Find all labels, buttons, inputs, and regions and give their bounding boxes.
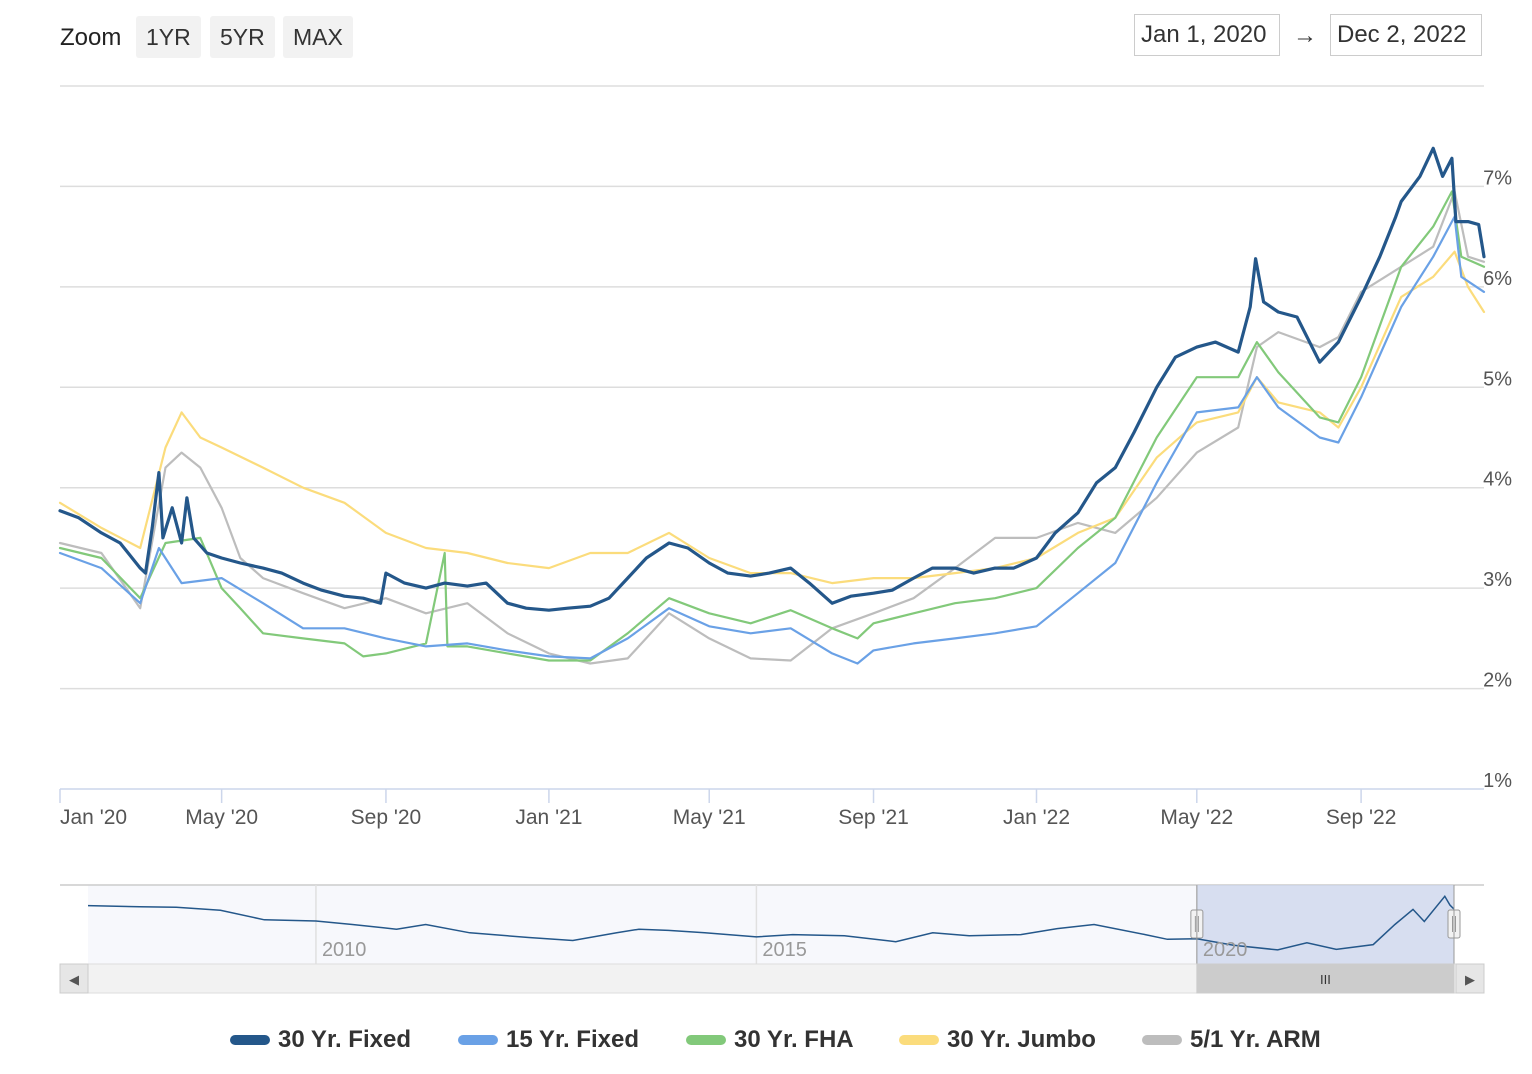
scrollbar-grip[interactable]: III bbox=[1320, 972, 1331, 987]
legend: 30 Yr. Fixed 15 Yr. Fixed 30 Yr. FHA 30 … bbox=[0, 1020, 1532, 1060]
zoom-1yr-button[interactable]: 1YR bbox=[136, 16, 201, 58]
scrollbar-left-button[interactable] bbox=[59, 963, 89, 994]
legend-swatch-15yr-fixed bbox=[458, 1035, 498, 1045]
x-axis-ticks: Jan '20 May '20 Sep '20 Jan '21 May '21 Sep '… bbox=[59, 789, 1397, 829]
zoom-max-button[interactable]: MAX bbox=[283, 16, 353, 58]
navigator-background bbox=[88, 885, 1454, 964]
x-tick-label: Jan '20 bbox=[60, 806, 127, 829]
y-axis-labels: 1% 2% 3% 4% 5% 6% 7% bbox=[1483, 167, 1512, 792]
legend-item-30yr-jumbo[interactable]: 30 Yr. Jumbo bbox=[899, 1020, 1096, 1060]
navigator-year-label: 2010 bbox=[322, 939, 367, 961]
date-range-arrow: → bbox=[1293, 22, 1317, 49]
legend-swatch-30yr-fha bbox=[686, 1035, 726, 1045]
series-line-30yr-jumbo bbox=[58, 250, 1486, 585]
y-tick-label: 6% bbox=[1483, 268, 1512, 290]
scrollbar-track[interactable] bbox=[59, 963, 1485, 994]
navigator-selection-mask[interactable] bbox=[1196, 885, 1454, 964]
navigator-series-line bbox=[87, 894, 1455, 951]
legend-swatch-30yr-fixed bbox=[230, 1035, 270, 1045]
series-line-30yr-fha bbox=[58, 190, 1486, 662]
x-tick-label: Sep '22 bbox=[1326, 806, 1397, 829]
series-line-arm bbox=[58, 190, 1486, 665]
y-tick-label: 7% bbox=[1483, 167, 1512, 189]
legend-label-30yr-jumbo: 30 Yr. Jumbo bbox=[947, 1026, 1096, 1053]
legend-swatch-arm bbox=[1142, 1035, 1182, 1045]
y-tick-label: 1% bbox=[1483, 770, 1512, 792]
date-from-input[interactable] bbox=[1134, 14, 1280, 56]
scrollbar-right-arrow[interactable]: ▶ bbox=[1465, 972, 1475, 987]
x-tick-label: Jan '22 bbox=[1003, 806, 1070, 829]
legend-item-arm[interactable]: 5/1 Yr. ARM bbox=[1142, 1020, 1321, 1060]
zoom-5yr-button[interactable]: 5YR bbox=[210, 16, 275, 58]
y-tick-label: 5% bbox=[1483, 368, 1512, 390]
y-tick-label: 3% bbox=[1483, 569, 1512, 591]
x-tick-label: May '22 bbox=[1160, 806, 1233, 829]
legend-label-15yr-fixed: 15 Yr. Fixed bbox=[506, 1026, 639, 1053]
legend-item-30yr-fixed[interactable]: 30 Yr. Fixed bbox=[230, 1020, 411, 1060]
scrollbar[interactable]: ◀ ▶ III bbox=[59, 963, 1485, 994]
legend-label-30yr-fha: 30 Yr. FHA bbox=[734, 1026, 854, 1053]
handle-body[interactable] bbox=[1190, 909, 1204, 939]
navigator-left-handle[interactable] bbox=[1190, 909, 1204, 939]
legend-swatch-30yr-jumbo bbox=[899, 1035, 939, 1045]
x-tick-label: May '20 bbox=[185, 806, 258, 829]
x-tick-label: Jan '21 bbox=[515, 806, 582, 829]
handle-body[interactable] bbox=[1447, 909, 1461, 939]
y-tick-label: 2% bbox=[1483, 670, 1512, 692]
series-line-30yr-fixed bbox=[58, 146, 1486, 612]
navigator-grid bbox=[315, 885, 1198, 964]
scrollbar-left-arrow[interactable]: ◀ bbox=[69, 972, 79, 987]
legend-label-arm: 5/1 Yr. ARM bbox=[1190, 1026, 1321, 1053]
navigator-year-label: 2015 bbox=[762, 939, 807, 961]
x-tick-label: Sep '21 bbox=[838, 806, 909, 829]
series-line-15yr-fixed bbox=[58, 215, 1486, 665]
zoom-label: Zoom bbox=[60, 24, 122, 51]
scrollbar-right-button[interactable] bbox=[1455, 963, 1485, 994]
navigator-year-label: 2020 bbox=[1203, 939, 1248, 961]
legend-item-30yr-fha[interactable]: 30 Yr. FHA bbox=[686, 1020, 854, 1060]
y-tick-label: 4% bbox=[1483, 469, 1512, 491]
navigator[interactable]: 2010 2015 2020 bbox=[60, 884, 1484, 964]
x-tick-label: Sep '20 bbox=[351, 806, 422, 829]
grid-lines bbox=[60, 185, 1484, 690]
legend-label-30yr-fixed: 30 Yr. Fixed bbox=[278, 1026, 411, 1053]
range-selector-toolbar: Zoom 1YR 5YR MAX → bbox=[60, 14, 1482, 60]
x-tick-label: May '21 bbox=[673, 806, 746, 829]
navigator-right-handle[interactable] bbox=[1447, 909, 1461, 939]
scrollbar-thumb[interactable] bbox=[1196, 963, 1455, 994]
date-to-input[interactable] bbox=[1330, 14, 1482, 56]
legend-item-15yr-fixed[interactable]: 15 Yr. Fixed bbox=[458, 1020, 639, 1060]
navigator-labels: 2010 2015 2020 bbox=[322, 939, 1247, 961]
series-lines bbox=[58, 146, 1486, 665]
